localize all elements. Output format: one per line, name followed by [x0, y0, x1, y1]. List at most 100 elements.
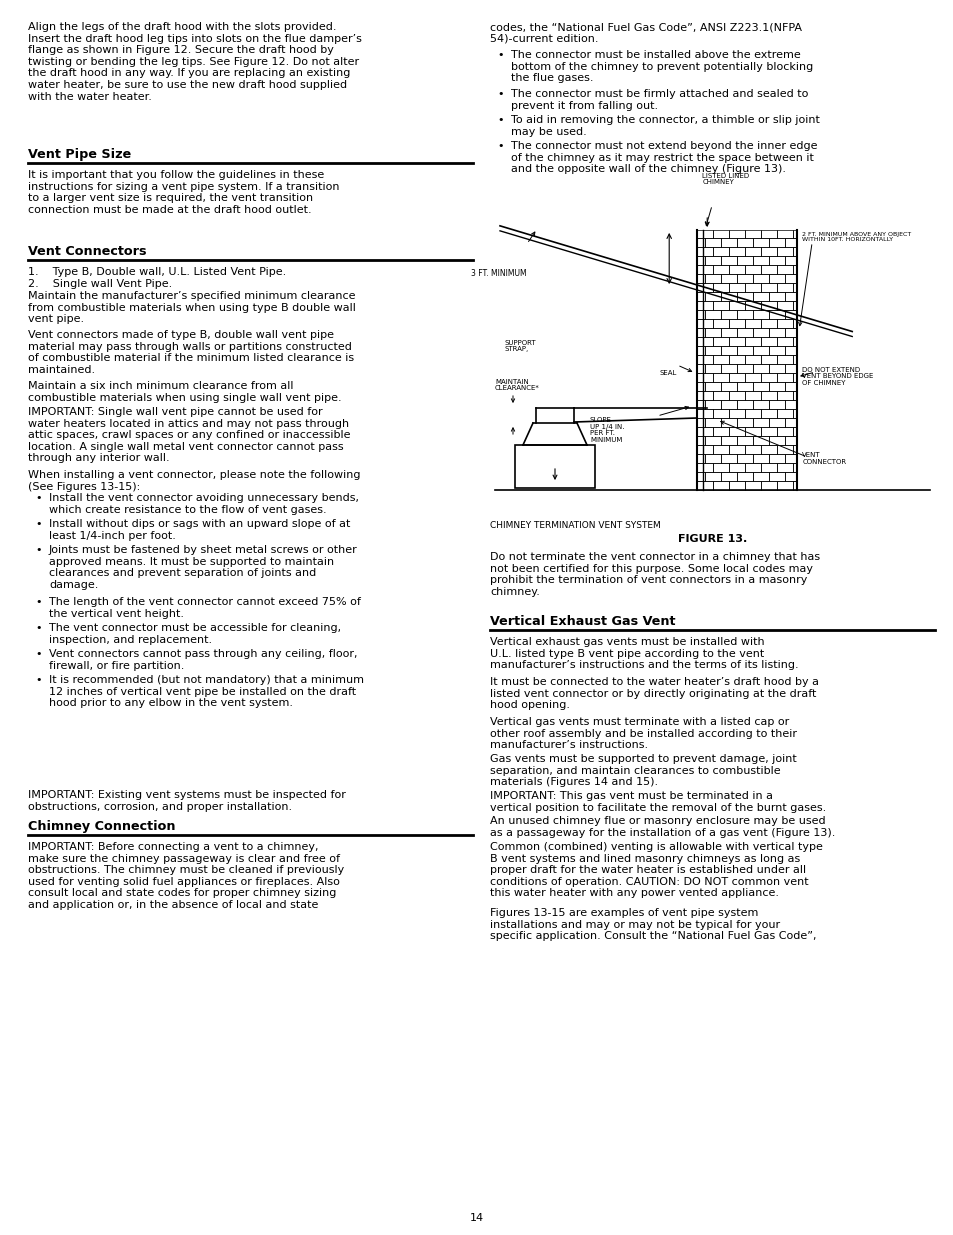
Bar — [784, 238, 796, 247]
Bar — [793, 266, 796, 274]
Text: Vent Connectors: Vent Connectors — [28, 245, 147, 258]
Bar — [784, 436, 796, 445]
Text: Vertical Exhaust Gas Vent: Vertical Exhaust Gas Vent — [490, 615, 675, 629]
Bar — [760, 463, 776, 472]
Bar — [777, 301, 792, 310]
Bar — [697, 337, 712, 346]
Bar — [760, 427, 776, 436]
Bar — [744, 247, 760, 256]
Bar — [720, 400, 736, 409]
Bar — [777, 463, 792, 472]
Bar — [784, 419, 796, 427]
Text: Vent connectors cannot pass through any ceiling, floor,
firewall, or fire partit: Vent connectors cannot pass through any … — [49, 650, 357, 671]
Text: It is recommended (but not mandatory) that a minimum
12 inches of vertical vent : It is recommended (but not mandatory) th… — [49, 676, 364, 708]
Bar — [760, 337, 776, 346]
Bar — [729, 266, 744, 274]
Bar — [697, 383, 704, 390]
Bar — [744, 320, 760, 327]
Bar — [697, 391, 712, 400]
Bar — [793, 482, 796, 490]
Bar — [729, 247, 744, 256]
Text: SLOPE
UP 1/4 IN.
PER FT.
MINIMUM: SLOPE UP 1/4 IN. PER FT. MINIMUM — [589, 417, 624, 442]
Bar — [729, 230, 744, 237]
Bar — [720, 257, 736, 264]
Bar — [705, 274, 720, 283]
Bar — [705, 310, 720, 319]
Bar — [713, 356, 728, 363]
Text: The connector must not extend beyond the inner edge
of the chimney as it may res: The connector must not extend beyond the… — [511, 141, 817, 174]
Bar — [713, 373, 728, 382]
Text: It is important that you follow the guidelines in these
instructions for sizing : It is important that you follow the guid… — [28, 170, 339, 215]
Bar — [697, 364, 704, 373]
Text: Joints must be fastened by sheet metal screws or other
approved means. It must b: Joints must be fastened by sheet metal s… — [49, 545, 357, 590]
Bar — [713, 427, 728, 436]
Bar — [705, 400, 720, 409]
Bar — [777, 283, 792, 291]
Bar — [777, 337, 792, 346]
Bar — [769, 400, 784, 409]
Text: 2 FT. MINIMUM ABOVE ANY OBJECT
WITHIN 10FT. HORIZONTALLY: 2 FT. MINIMUM ABOVE ANY OBJECT WITHIN 10… — [801, 232, 910, 242]
Text: •: • — [35, 519, 42, 529]
Bar — [705, 346, 720, 354]
Bar — [705, 257, 720, 264]
Bar — [793, 391, 796, 400]
Bar — [769, 310, 784, 319]
Bar — [705, 436, 720, 445]
Bar — [737, 310, 752, 319]
Bar — [713, 266, 728, 274]
Bar — [753, 436, 768, 445]
Bar — [713, 247, 728, 256]
Bar — [769, 472, 784, 480]
Bar — [777, 409, 792, 417]
Bar — [777, 320, 792, 327]
Bar — [737, 419, 752, 427]
Bar — [793, 373, 796, 382]
Bar — [760, 230, 776, 237]
Text: Vertical gas vents must terminate with a listed cap or
other roof assembly and b: Vertical gas vents must terminate with a… — [490, 718, 796, 750]
Text: 1.    Type B, Double wall, U.L. Listed Vent Pipe.: 1. Type B, Double wall, U.L. Listed Vent… — [28, 267, 286, 277]
Bar — [697, 463, 712, 472]
Bar — [793, 446, 796, 453]
Bar — [729, 409, 744, 417]
Bar — [793, 230, 796, 237]
Bar — [697, 454, 704, 463]
Bar — [729, 356, 744, 363]
Text: CHIMNEY TERMINATION VENT SYSTEM: CHIMNEY TERMINATION VENT SYSTEM — [490, 521, 660, 530]
Bar — [744, 283, 760, 291]
Bar — [744, 266, 760, 274]
Bar — [720, 383, 736, 390]
Bar — [753, 274, 768, 283]
Bar — [697, 230, 712, 237]
Bar — [720, 419, 736, 427]
Bar — [697, 274, 704, 283]
Bar — [744, 463, 760, 472]
Text: LISTED LINED
CHIMNEY: LISTED LINED CHIMNEY — [701, 173, 748, 185]
Bar — [697, 436, 704, 445]
Bar — [760, 409, 776, 417]
Bar — [729, 482, 744, 490]
Bar — [697, 293, 704, 300]
Bar — [729, 427, 744, 436]
Bar — [697, 283, 712, 291]
Bar — [705, 383, 720, 390]
Bar — [720, 346, 736, 354]
Bar — [784, 400, 796, 409]
Bar — [697, 266, 712, 274]
Bar — [769, 329, 784, 337]
Bar — [769, 293, 784, 300]
Bar — [697, 310, 704, 319]
Bar — [784, 274, 796, 283]
Bar — [720, 329, 736, 337]
Bar — [729, 391, 744, 400]
Bar — [744, 230, 760, 237]
Bar — [737, 274, 752, 283]
Text: •: • — [35, 597, 42, 606]
Text: Gas vents must be supported to prevent damage, joint
separation, and maintain cl: Gas vents must be supported to prevent d… — [490, 755, 796, 787]
Text: 3 FT. MINIMUM: 3 FT. MINIMUM — [471, 269, 526, 279]
Text: Do not terminate the vent connector in a chimney that has
not been certified for: Do not terminate the vent connector in a… — [490, 552, 820, 597]
Text: Vent connectors made of type B, double wall vent pipe
material may pass through : Vent connectors made of type B, double w… — [28, 330, 354, 374]
Text: Figures 13-15 are examples of vent pipe system
installations and may or may not : Figures 13-15 are examples of vent pipe … — [490, 908, 816, 941]
Text: •: • — [35, 650, 42, 659]
Bar — [777, 356, 792, 363]
Bar — [713, 391, 728, 400]
